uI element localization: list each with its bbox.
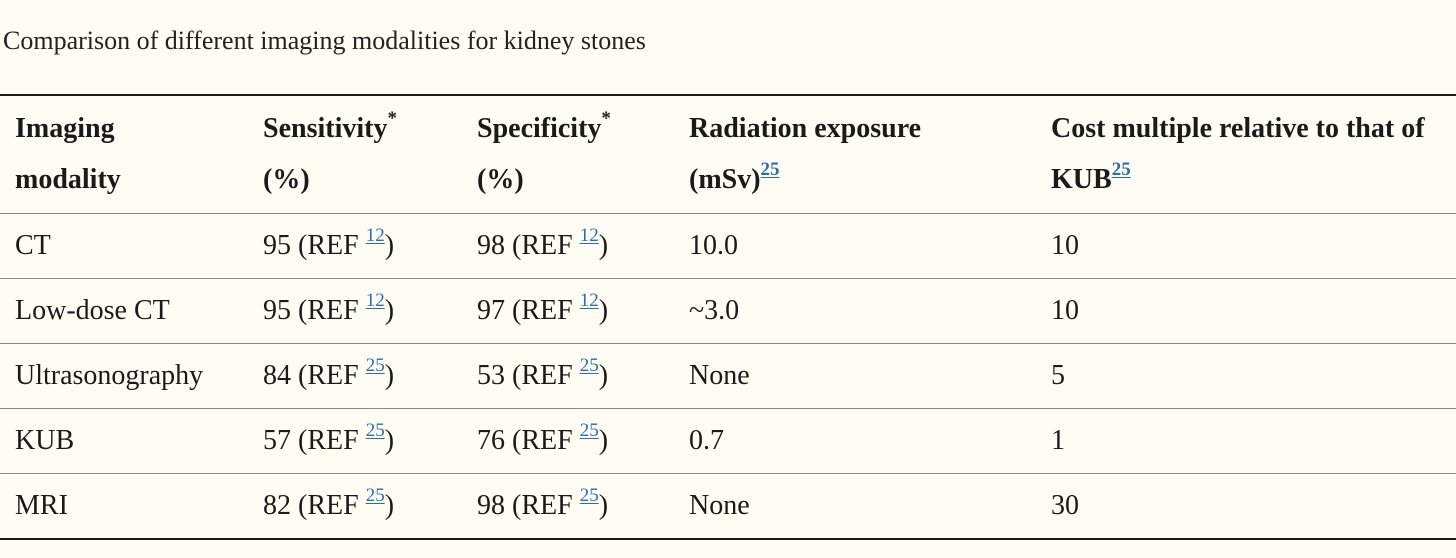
header-imaging-modality: Imaging modality bbox=[0, 95, 248, 214]
cell-cost: 1 bbox=[1051, 425, 1065, 456]
reference-link[interactable]: 25 bbox=[579, 354, 599, 376]
cell-value: 53 bbox=[477, 360, 505, 391]
ref-prefix: (REF bbox=[298, 360, 366, 391]
ref-prefix: (REF bbox=[512, 360, 580, 391]
ref-suffix: ) bbox=[384, 295, 395, 326]
header-imaging-modality-line1: Imaging bbox=[15, 113, 115, 144]
cell-modality: Low-dose CT bbox=[15, 295, 170, 326]
reference-link[interactable]: 25 bbox=[579, 419, 599, 441]
cell-cost: 5 bbox=[1051, 360, 1065, 391]
cell-value: 57 bbox=[263, 425, 291, 456]
cell-sensitivity: 82 (REF 25) bbox=[248, 474, 462, 540]
reference-link[interactable]: 25 bbox=[365, 484, 385, 506]
header-cost-multiple: Cost multiple relative to that of KUB25 bbox=[1036, 95, 1456, 214]
footnote-mark: * bbox=[387, 107, 397, 129]
ref-suffix: ) bbox=[598, 490, 609, 521]
header-cost-multiple-line1: Cost multiple relative to that of bbox=[1051, 113, 1425, 144]
ref-prefix: (REF bbox=[512, 425, 580, 456]
reference-link[interactable]: 12 bbox=[365, 224, 385, 246]
ref-suffix: ) bbox=[598, 295, 609, 326]
header-imaging-modality-line2: modality bbox=[15, 164, 121, 195]
table-row: Ultrasonography 84 (REF 25) 53 (REF 25) … bbox=[0, 344, 1456, 409]
header-cost-multiple-line2: KUB bbox=[1051, 164, 1112, 195]
ref-prefix: (REF bbox=[298, 425, 366, 456]
table-row: CT 95 (REF 12) 98 (REF 12) 10.0 10 bbox=[0, 214, 1456, 279]
cell-radiation: 10.0 bbox=[689, 230, 738, 261]
cell-modality: CT bbox=[15, 230, 51, 261]
ref-suffix: ) bbox=[384, 360, 395, 391]
table-row: KUB 57 (REF 25) 76 (REF 25) 0.7 1 bbox=[0, 409, 1456, 474]
cell-value: 82 bbox=[263, 490, 291, 521]
cell-cost: 10 bbox=[1051, 230, 1079, 261]
reference-link[interactable]: 25 bbox=[365, 354, 385, 376]
cell-value: 97 bbox=[477, 295, 505, 326]
cell-radiation: ~3.0 bbox=[689, 295, 740, 326]
imaging-comparison-table: Imaging modality Sensitivity* (%) Specific… bbox=[0, 94, 1456, 540]
cell-value: 95 bbox=[263, 295, 291, 326]
reference-link[interactable]: 12 bbox=[579, 289, 599, 311]
reference-link[interactable]: 25 bbox=[365, 419, 385, 441]
ref-suffix: ) bbox=[598, 360, 609, 391]
cell-sensitivity: 95 (REF 12) bbox=[248, 214, 462, 279]
cell-sensitivity: 95 (REF 12) bbox=[248, 279, 462, 344]
footnote-mark: * bbox=[601, 107, 611, 129]
ref-suffix: ) bbox=[598, 425, 609, 456]
header-sensitivity-line1: Sensitivity bbox=[263, 113, 388, 144]
cell-value: 98 bbox=[477, 230, 505, 261]
ref-prefix: (REF bbox=[512, 295, 580, 326]
cell-sensitivity: 84 (REF 25) bbox=[248, 344, 462, 409]
reference-link[interactable]: 12 bbox=[365, 289, 385, 311]
header-specificity-line1: Specificity bbox=[477, 113, 602, 144]
ref-suffix: ) bbox=[384, 230, 395, 261]
cell-cost: 10 bbox=[1051, 295, 1079, 326]
cell-modality: Ultrasonography bbox=[15, 360, 204, 391]
cell-value: 98 bbox=[477, 490, 505, 521]
ref-suffix: ) bbox=[598, 230, 609, 261]
ref-prefix: (REF bbox=[298, 230, 366, 261]
cell-cost: 30 bbox=[1051, 490, 1079, 521]
ref-prefix: (REF bbox=[298, 490, 366, 521]
cell-specificity: 76 (REF 25) bbox=[462, 409, 674, 474]
header-sensitivity-line2: (%) bbox=[263, 164, 310, 195]
cell-specificity: 53 (REF 25) bbox=[462, 344, 674, 409]
ref-prefix: (REF bbox=[512, 230, 580, 261]
cell-value: 84 bbox=[263, 360, 291, 391]
cell-modality: MRI bbox=[15, 490, 68, 521]
reference-link[interactable]: 12 bbox=[579, 224, 599, 246]
header-sensitivity: Sensitivity* (%) bbox=[248, 95, 462, 214]
ref-suffix: ) bbox=[384, 425, 395, 456]
cell-sensitivity: 57 (REF 25) bbox=[248, 409, 462, 474]
header-radiation-exposure-line2: (mSv) bbox=[689, 164, 761, 195]
cell-specificity: 97 (REF 12) bbox=[462, 279, 674, 344]
header-specificity-line2: (%) bbox=[477, 164, 524, 195]
table-caption: Comparison of different imaging modaliti… bbox=[3, 26, 646, 55]
cell-radiation: 0.7 bbox=[689, 425, 724, 456]
reference-link[interactable]: 25 bbox=[760, 158, 780, 180]
cell-specificity: 98 (REF 12) bbox=[462, 214, 674, 279]
reference-link[interactable]: 25 bbox=[579, 484, 599, 506]
header-specificity: Specificity* (%) bbox=[462, 95, 674, 214]
cell-radiation: None bbox=[689, 490, 750, 521]
cell-specificity: 98 (REF 25) bbox=[462, 474, 674, 540]
cell-value: 95 bbox=[263, 230, 291, 261]
table-row: Low-dose CT 95 (REF 12) 97 (REF 12) ~3.0… bbox=[0, 279, 1456, 344]
ref-prefix: (REF bbox=[512, 490, 580, 521]
header-radiation-exposure: Radiation exposure (mSv)25 bbox=[674, 95, 1036, 214]
header-radiation-exposure-line1: Radiation exposure bbox=[689, 113, 922, 144]
header-row: Imaging modality Sensitivity* (%) Specific… bbox=[0, 95, 1456, 214]
cell-modality: KUB bbox=[15, 425, 75, 456]
cell-radiation: None bbox=[689, 360, 750, 391]
table-row: MRI 82 (REF 25) 98 (REF 25) None 30 bbox=[0, 474, 1456, 540]
ref-suffix: ) bbox=[384, 490, 395, 521]
ref-prefix: (REF bbox=[298, 295, 366, 326]
reference-link[interactable]: 25 bbox=[1111, 158, 1131, 180]
cell-value: 76 bbox=[477, 425, 505, 456]
